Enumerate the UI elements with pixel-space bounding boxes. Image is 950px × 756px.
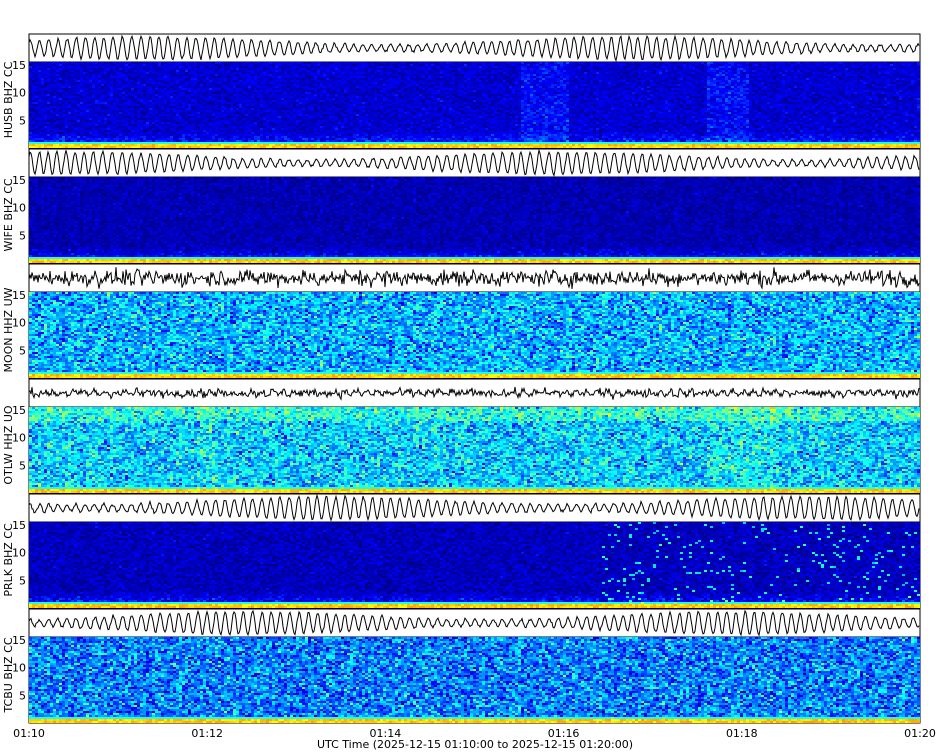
y-tick-label: 5	[19, 114, 26, 127]
x-tick-label: 01:10	[13, 727, 45, 740]
spectrogram-otlw-hhz-uo	[29, 407, 920, 493]
y-tick-label: 10	[12, 547, 26, 560]
waveform-trace	[28, 493, 920, 522]
y-tick-label: 5	[19, 344, 26, 357]
y-tick-label: 10	[12, 432, 26, 445]
panel-label: OTLW HHZ UO	[2, 405, 15, 484]
x-tick-label: 01:14	[370, 727, 402, 740]
x-tick-label: 01:16	[548, 727, 580, 740]
y-tick-label: 15	[12, 634, 26, 647]
waveform-trace	[28, 609, 920, 637]
y-tick-label: 10	[12, 662, 26, 675]
y-tick-label: 10	[12, 87, 26, 100]
spectrogram-husb-bhz-cc	[29, 62, 920, 148]
y-tick-label: 5	[19, 689, 26, 702]
y-tick-label: 15	[12, 174, 26, 187]
panel-label: HUSB BHZ CC	[2, 61, 15, 138]
spectrogram-prlk-bhz-cc	[29, 522, 920, 608]
y-tick-label: 5	[19, 574, 26, 587]
waveform-trace	[28, 386, 920, 401]
x-tick-label: 01:18	[726, 727, 758, 740]
y-tick-label: 15	[12, 519, 26, 532]
y-tick-label: 5	[19, 229, 26, 242]
spectrogram-wife-bhz-cc	[29, 177, 920, 263]
waveform-trace	[28, 34, 920, 63]
y-tick-label: 5	[19, 459, 26, 472]
x-tick-label: 01:12	[191, 727, 223, 740]
panel-label: TCBU BHZ CC	[2, 637, 15, 713]
waveform-trace	[28, 267, 920, 290]
y-tick-label: 15	[12, 59, 26, 72]
y-tick-label: 10	[12, 202, 26, 215]
waveform-trace	[28, 148, 920, 177]
x-axis-label: UTC Time (2025-12-15 01:10:00 to 2025-12…	[317, 738, 633, 751]
panel-label: WIFE BHZ CC	[2, 178, 15, 251]
x-tick-label: 01:20	[904, 727, 936, 740]
panel-label: MOON HHZ UW	[2, 287, 15, 372]
y-tick-label: 10	[12, 317, 26, 330]
y-tick-label: 15	[12, 404, 26, 417]
spectrogram-tcbu-bhz-cc	[29, 637, 920, 723]
spectrogram-moon-hhz-uw	[29, 292, 920, 378]
y-tick-label: 15	[12, 289, 26, 302]
panel-label: PRLK BHZ CC	[2, 523, 15, 597]
